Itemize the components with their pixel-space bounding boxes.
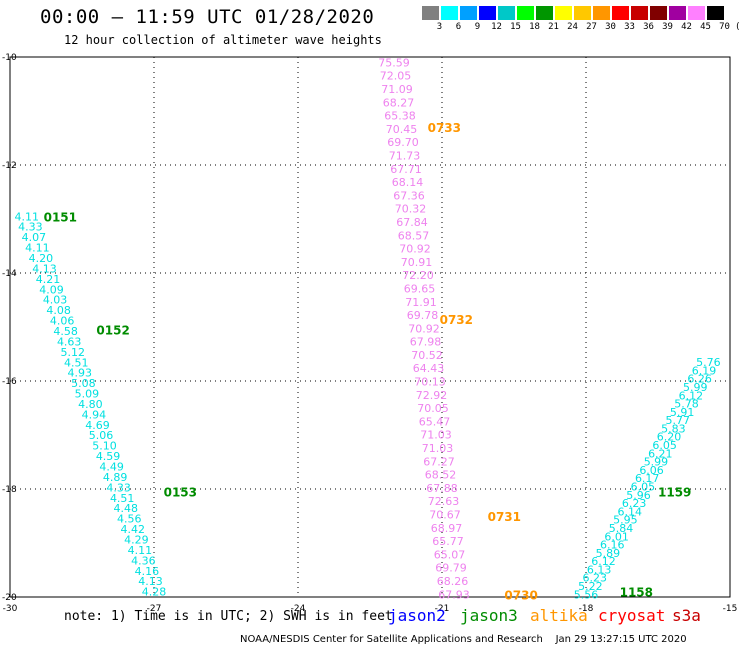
swh-label: 67.88 — [426, 482, 458, 495]
plot-area: -30 -27 -24 -21 -18 -15-10-12-14-16-18-2075.5… — [0, 0, 740, 650]
swh-label: 69.65 — [404, 282, 436, 295]
time-tag: 0153 — [164, 486, 197, 500]
time-tag: 0152 — [96, 324, 129, 338]
swh-label: 70.67 — [429, 509, 461, 522]
swh-label: 70.32 — [395, 203, 427, 216]
swh-label: 65.07 — [434, 548, 466, 561]
swh-label: 68.27 — [383, 96, 415, 109]
swh-label: 67.71 — [390, 163, 422, 176]
swh-label: 72.05 — [380, 70, 412, 83]
swh-label: 69.79 — [435, 562, 467, 575]
y-tick-label: -10 — [2, 53, 17, 63]
swh-label: 70.13 — [414, 376, 446, 389]
swh-label: 65.47 — [419, 415, 451, 428]
swh-label: 68.14 — [392, 176, 424, 189]
satellite-jason3: jason3 — [460, 606, 518, 625]
swh-label: 69.70 — [387, 136, 419, 149]
satellite-altika: altika — [530, 606, 588, 625]
y-tick-label: -16 — [2, 377, 17, 387]
time-tag: 0733 — [428, 121, 461, 135]
swh-label: 4.28 — [142, 586, 167, 599]
swh-label: 67.27 — [423, 455, 455, 468]
satellite-s3a: s3a — [672, 606, 701, 625]
satellite-cryosat: cryosat — [598, 606, 665, 625]
swh-label: 68.97 — [431, 522, 463, 535]
footer-credit: NOAA/NESDIS Center for Satellite Applica… — [240, 634, 687, 645]
y-tick-label: -18 — [2, 485, 17, 495]
satellite-jason2: jason2 — [388, 606, 446, 625]
time-tag: 1158 — [620, 586, 653, 600]
swh-label: 68.57 — [398, 229, 430, 242]
swh-label: 71.03 — [422, 442, 454, 455]
swh-label: 69.78 — [407, 309, 439, 322]
time-tag: 0731 — [488, 510, 521, 524]
footer-note: note: 1) Time is in UTC; 2) SWH is in fe… — [64, 609, 393, 624]
x-tick-label: -30 — [3, 604, 18, 614]
y-tick-label: -12 — [2, 161, 17, 171]
swh-label: 71.91 — [405, 296, 437, 309]
swh-label: 75.59 — [378, 56, 410, 69]
time-tag: 0730 — [504, 588, 537, 602]
swh-label: 72.63 — [428, 495, 460, 508]
swh-label: 65.38 — [384, 110, 416, 123]
swh-label: 70.05 — [417, 402, 449, 415]
y-tick-label: -20 — [2, 593, 17, 603]
swh-label: 70.92 — [399, 243, 431, 256]
time-tag: 0151 — [44, 210, 77, 224]
swh-label: 67.84 — [396, 216, 428, 229]
swh-label: 64.43 — [413, 362, 445, 375]
swh-label: 5.76 — [696, 356, 721, 369]
x-tick-label: -15 — [723, 604, 738, 614]
swh-label: 72.20 — [402, 269, 434, 282]
swh-label: 71.09 — [381, 83, 413, 96]
swh-label: 65.77 — [432, 535, 464, 548]
swh-label: 70.45 — [386, 123, 418, 136]
time-tag: 0732 — [440, 313, 473, 327]
swh-label: 71.03 — [420, 429, 452, 442]
swh-label: 67.93 — [438, 588, 470, 601]
swh-label: 68.26 — [437, 575, 469, 588]
swh-label: 72.92 — [416, 389, 448, 402]
swh-label: 70.52 — [411, 349, 443, 362]
swh-label: 71.73 — [389, 149, 421, 162]
y-tick-label: -14 — [2, 269, 17, 279]
swh-label: 70.92 — [408, 322, 440, 335]
swh-label: 67.98 — [410, 336, 442, 349]
time-tag: 1159 — [658, 486, 691, 500]
swh-label: 70.91 — [401, 256, 433, 269]
swh-label: 68.52 — [425, 469, 457, 482]
swh-label: 67.36 — [393, 189, 425, 202]
